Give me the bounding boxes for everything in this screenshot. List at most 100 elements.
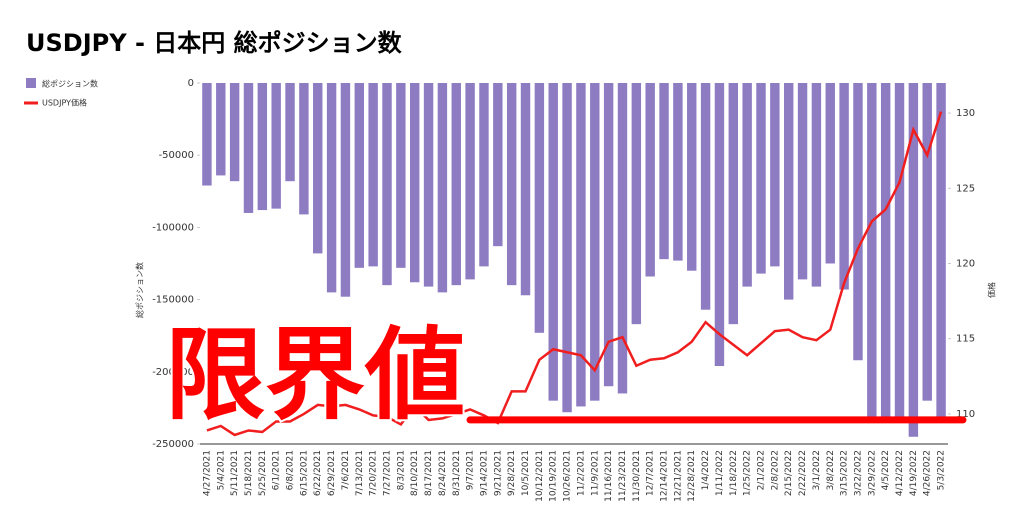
x-tick-label: 7/6/2021 <box>341 450 351 490</box>
bar <box>534 83 545 333</box>
y2-tick-label: 115 <box>956 334 975 345</box>
x-tick-label: 10/26/2021 <box>563 450 573 502</box>
x-tick-label: 12/28/2021 <box>687 450 697 502</box>
bar <box>659 83 669 260</box>
x-tick-label: 10/19/2021 <box>549 450 559 502</box>
x-tick-label: 6/1/2021 <box>272 450 282 490</box>
bar <box>576 83 586 407</box>
bar <box>908 83 919 437</box>
y2-tick-label: 110 <box>956 409 975 420</box>
bar <box>631 83 642 325</box>
bar <box>326 83 337 293</box>
bar <box>783 83 794 300</box>
bar <box>465 83 475 280</box>
x-tick-label: 1/18/2022 <box>729 450 739 496</box>
bar <box>673 83 683 261</box>
x-tick-label: 2/8/2022 <box>770 450 780 490</box>
bar <box>590 83 600 401</box>
bar <box>396 83 406 268</box>
x-tick-label: 5/18/2021 <box>244 450 254 496</box>
x-tick-label: 8/10/2021 <box>410 450 420 496</box>
x-tick-label: 5/25/2021 <box>258 450 268 496</box>
x-tick-label: 9/14/2021 <box>479 450 489 496</box>
price-line <box>206 111 943 437</box>
y-tick-label: -50000 <box>159 150 194 161</box>
x-tick-label: 6/8/2021 <box>286 450 296 490</box>
y-tick-label: -150000 <box>152 295 194 306</box>
x-tick-label: 11/2/2021 <box>576 450 586 496</box>
y2-tick-label: 125 <box>956 183 975 194</box>
x-tick-label: 12/7/2021 <box>646 450 656 496</box>
bar <box>562 83 572 413</box>
y-tick-label: -200000 <box>152 367 194 378</box>
bar <box>797 83 808 280</box>
bar <box>243 83 254 213</box>
x-tick-label: 1/4/2022 <box>701 450 711 490</box>
bar <box>617 83 628 394</box>
x-tick-label: 4/5/2022 <box>881 450 891 490</box>
bar <box>867 83 877 423</box>
x-tick-label: 2/15/2022 <box>784 450 794 496</box>
bar <box>714 83 725 367</box>
bar <box>382 83 392 286</box>
y-axis-title: 総ポジション数 <box>135 262 145 318</box>
bar <box>451 83 461 286</box>
bar <box>299 83 309 215</box>
bar <box>493 83 503 247</box>
x-tick-label: 3/15/2022 <box>840 450 850 496</box>
x-tick-label: 7/20/2021 <box>369 450 379 496</box>
bar <box>257 83 268 211</box>
bar <box>936 83 946 420</box>
bar <box>811 83 822 287</box>
y-tick-label: -100000 <box>152 222 194 233</box>
x-tick-label: 9/21/2021 <box>493 450 503 496</box>
x-tick-label: 12/14/2021 <box>660 450 670 502</box>
bar <box>437 83 448 293</box>
x-tick-label: 7/13/2021 <box>355 450 365 496</box>
x-tick-label: 3/8/2022 <box>826 450 836 490</box>
x-tick-label: 12/21/2021 <box>673 450 683 502</box>
limit-label: 限界値 <box>165 316 465 433</box>
bar <box>645 83 655 277</box>
bar <box>313 83 323 254</box>
bar <box>825 83 835 264</box>
x-tick-label: 5/4/2021 <box>216 450 226 490</box>
x-tick-label: 6/22/2021 <box>313 450 323 496</box>
x-tick-label: 11/23/2021 <box>618 450 628 502</box>
bar <box>853 83 863 361</box>
x-tick-label: 1/25/2022 <box>743 450 753 496</box>
bar <box>603 83 614 387</box>
bar <box>340 83 351 297</box>
bar <box>894 83 905 420</box>
x-tick-label: 9/7/2021 <box>466 450 476 490</box>
y2-axis-title: 価格 <box>987 282 997 298</box>
x-tick-label: 4/12/2022 <box>895 450 905 496</box>
x-tick-label: 8/17/2021 <box>424 450 434 496</box>
x-tick-label: 4/27/2021 <box>202 450 212 496</box>
bar <box>229 83 240 182</box>
legend-label: USDJPY価格 <box>42 98 87 108</box>
bar <box>922 83 932 401</box>
chart-title: USDJPY - 日本円 総ポジション数 <box>26 29 403 57</box>
bar <box>354 83 365 268</box>
legend-swatch <box>26 78 36 88</box>
bar <box>548 83 558 401</box>
y-tick-label: 0 <box>188 78 194 89</box>
x-tick-label: 2/22/2022 <box>798 450 808 496</box>
bar <box>216 83 226 176</box>
bar <box>368 83 378 267</box>
bar <box>756 83 766 274</box>
bar <box>742 83 752 287</box>
bar <box>770 83 780 267</box>
bar <box>728 83 739 325</box>
x-tick-label: 10/5/2021 <box>521 450 531 496</box>
bar <box>839 83 849 290</box>
bar <box>520 83 531 296</box>
y2-tick-label: 120 <box>956 259 975 270</box>
x-tick-label: 8/24/2021 <box>438 450 448 496</box>
x-tick-label: 7/27/2021 <box>383 450 393 496</box>
x-tick-label: 6/15/2021 <box>299 450 309 496</box>
x-tick-label: 4/26/2022 <box>923 450 933 496</box>
x-tick-label: 11/30/2021 <box>632 450 642 502</box>
